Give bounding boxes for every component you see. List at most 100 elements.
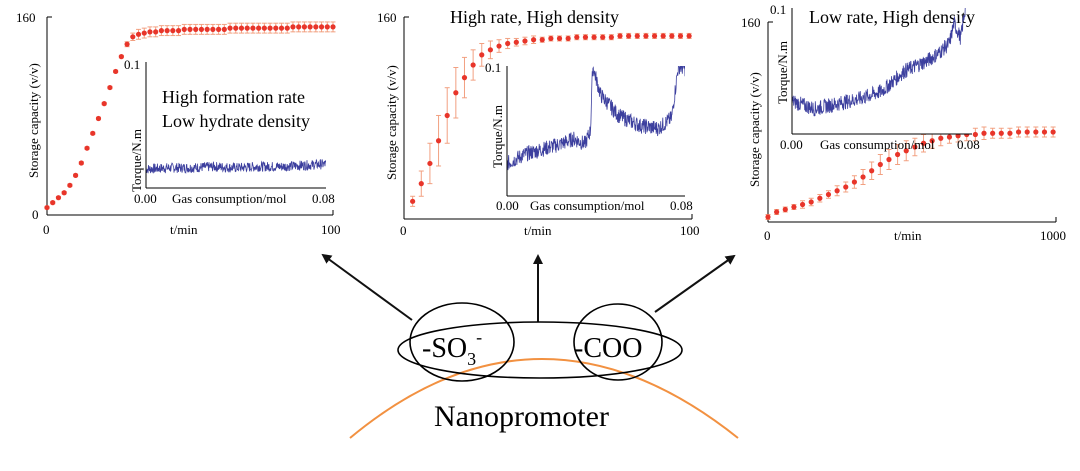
chart-middle-annotation: High rate, High density	[450, 7, 619, 27]
arrow-right	[654, 254, 736, 313]
data-point	[1041, 129, 1048, 135]
data-point	[324, 24, 330, 30]
torque-trace	[792, 8, 966, 117]
sulfonate-group-ellipse	[409, 302, 515, 382]
chart-right-inset-xlabel: Gas consumption/mol	[820, 137, 935, 152]
data-point	[539, 37, 545, 43]
arrow-left	[321, 253, 413, 321]
data-point	[981, 130, 987, 136]
data-point	[972, 131, 978, 138]
chart-left-xtick-100: 100	[321, 222, 341, 237]
data-point	[301, 24, 307, 30]
data-point	[216, 26, 222, 32]
chart-middle-xtick-100: 100	[680, 223, 700, 238]
data-point	[774, 209, 780, 215]
data-point	[101, 101, 107, 107]
molecule-backbone	[397, 321, 683, 379]
data-point	[877, 161, 883, 168]
data-point	[505, 40, 511, 47]
data-point	[617, 33, 623, 39]
data-point	[435, 138, 442, 144]
data-point	[44, 204, 50, 211]
data-point	[238, 25, 245, 31]
chart-right-inset-series	[792, 8, 966, 117]
data-point	[256, 25, 262, 31]
chart-left-inset-ylabel: Torque/N.m	[129, 129, 144, 192]
chart-right-xlabel: t/min	[894, 228, 922, 243]
chart-right-inset: Low rate, High density 0.1 0.00 0.08 Gas…	[770, 2, 980, 152]
data-point	[118, 54, 124, 60]
data-point	[227, 25, 233, 31]
data-point	[869, 168, 875, 174]
data-point	[113, 68, 119, 75]
chart-middle-inset-ytick: 0.1	[485, 60, 501, 75]
data-point	[626, 33, 632, 39]
data-point	[912, 144, 918, 150]
data-point	[164, 28, 170, 34]
data-point	[651, 33, 658, 39]
data-point	[574, 34, 580, 40]
data-point	[669, 33, 675, 39]
chart-middle-xtick-0: 0	[400, 223, 407, 238]
data-point	[1050, 129, 1056, 135]
chart-left-ytick-160: 160	[16, 10, 36, 25]
chart-left-ytick-0: 0	[32, 207, 39, 222]
chart-middle-inset-ylabel: Torque/N.m	[490, 105, 505, 168]
data-point	[107, 84, 113, 91]
chart-right-inset-xtick-1: 0.08	[957, 137, 980, 152]
data-point	[1015, 129, 1022, 135]
chart-left-inset-xlabel: Gas consumption/mol	[172, 191, 287, 206]
data-point	[920, 140, 927, 146]
chart-right-xtick-0: 0	[764, 228, 771, 243]
chart-middle: 160 0 100 t/min Storage capacity (v/v) H…	[377, 7, 700, 238]
data-point	[513, 39, 519, 45]
chart-right-inset-xtick-0: 0.00	[780, 137, 803, 152]
data-point	[791, 204, 797, 210]
data-point	[187, 26, 193, 32]
data-point	[153, 29, 159, 35]
chart-left-inset-xtick-0: 0.00	[134, 191, 157, 206]
data-point	[204, 26, 210, 32]
data-point	[660, 33, 666, 39]
chart-left-series	[44, 21, 336, 211]
data-point	[427, 160, 433, 167]
data-point	[600, 34, 606, 40]
chart-left-axes	[46, 16, 334, 216]
data-point	[175, 28, 182, 34]
data-point	[141, 30, 147, 36]
chart-left-inset-xtick-1: 0.08	[312, 191, 335, 206]
chart-middle-inset-xtick-1: 0.08	[670, 198, 693, 213]
data-point	[158, 28, 164, 34]
data-point	[307, 24, 313, 30]
chart-middle-axes	[403, 16, 693, 220]
data-point	[453, 90, 459, 96]
chart-middle-series	[410, 32, 692, 207]
data-point	[817, 195, 823, 201]
data-point	[244, 25, 250, 31]
sulfonate-group-label: -SO3-	[422, 327, 482, 369]
data-point	[522, 38, 528, 44]
chart-middle-inset-xlabel: Gas consumption/mol	[530, 198, 645, 213]
carboxylate-group-label: -COO	[574, 333, 642, 364]
data-point	[799, 201, 806, 208]
chart-right-ylabel: Storage capacity (v/v)	[747, 72, 762, 187]
chart-middle-ytick-160: 160	[377, 10, 397, 25]
nanoparticle-surface-curve	[349, 358, 739, 439]
annotation-line-2: Low hydrate density	[162, 111, 310, 131]
data-point	[124, 41, 130, 47]
data-point	[330, 24, 336, 30]
data-point	[1024, 129, 1030, 135]
data-point	[990, 130, 996, 136]
data-point	[296, 24, 302, 30]
data-point	[90, 130, 96, 136]
data-point	[938, 135, 944, 141]
data-point	[67, 182, 73, 188]
chart-middle-xlabel: t/min	[524, 223, 552, 238]
data-point	[929, 138, 935, 144]
data-point	[210, 26, 216, 32]
data-point	[198, 26, 205, 32]
data-point	[130, 34, 136, 40]
chart-right-xtick-1000: 1000	[1040, 228, 1066, 243]
data-point	[73, 172, 79, 178]
data-point	[903, 148, 909, 154]
